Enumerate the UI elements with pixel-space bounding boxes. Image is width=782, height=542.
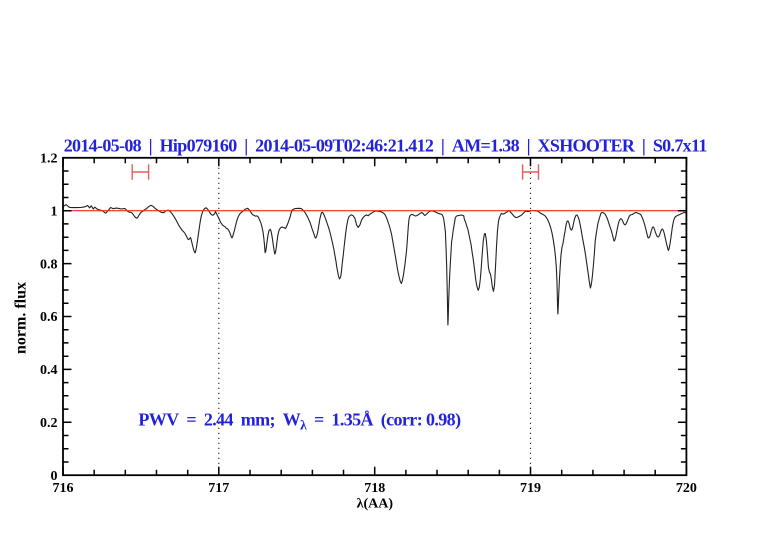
svg-text:717: 717 [208,481,229,496]
svg-text:λ(AA): λ(AA) [357,497,394,512]
svg-text:0.2: 0.2 [40,416,58,431]
svg-text:719: 719 [520,481,541,496]
svg-text:PWV = 2.44 mm; Wλ = 1.35: PWV = 2.44 mm; Wλ = 1.35Å (corr: 0.98) [138,409,461,432]
svg-text:norm. flux: norm. flux [12,282,29,354]
svg-text:0.8: 0.8 [40,257,58,272]
svg-text:718: 718 [364,481,385,496]
svg-text:716: 716 [53,481,74,496]
svg-text:0.4: 0.4 [40,363,58,378]
svg-text:1: 1 [51,204,58,219]
svg-text:0.6: 0.6 [40,310,58,325]
svg-text:0: 0 [51,469,58,484]
svg-text:2014-05-08 | Hip079160 | 2: 2014-05-08 | Hip079160 | 2014-05-09T02:4… [64,135,708,155]
svg-text:1.2: 1.2 [40,152,58,167]
svg-text:720: 720 [676,481,697,496]
